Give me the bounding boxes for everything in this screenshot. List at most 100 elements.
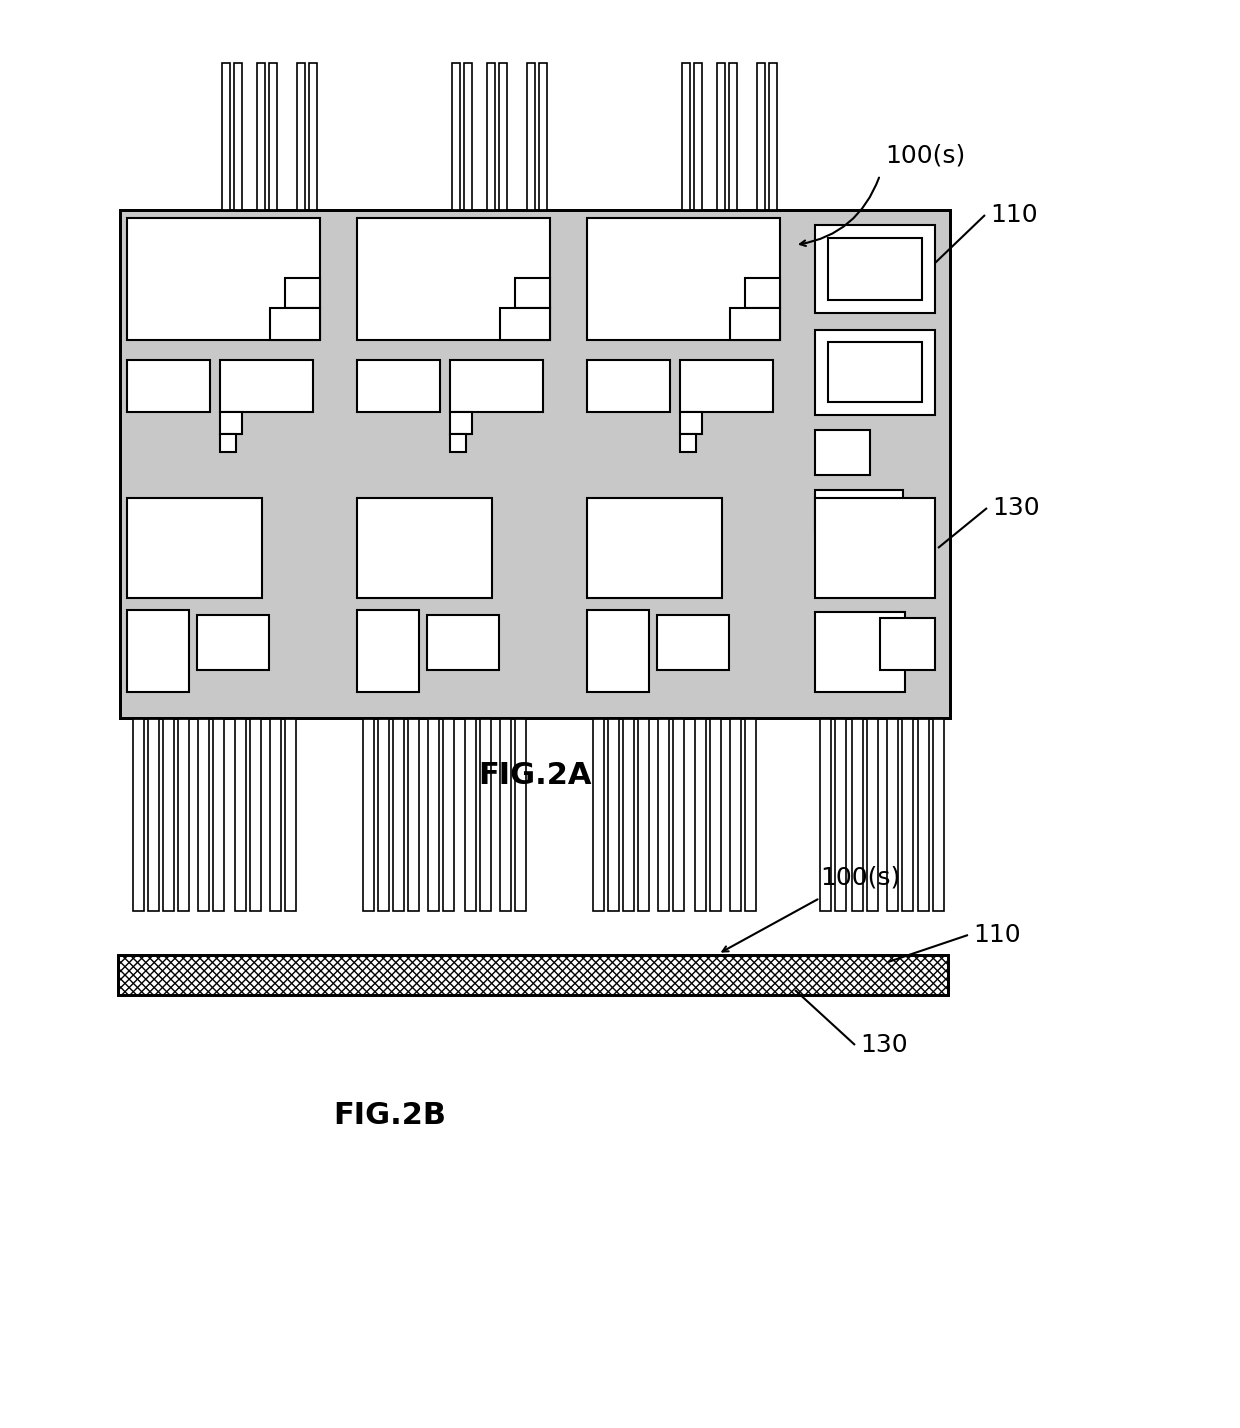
Bar <box>918 718 929 911</box>
Bar <box>852 718 863 911</box>
Text: 100(s): 100(s) <box>820 865 900 890</box>
Bar <box>487 63 495 211</box>
Bar <box>828 341 923 403</box>
Bar <box>480 718 491 911</box>
Bar <box>450 360 543 413</box>
Bar <box>680 413 702 434</box>
Bar <box>815 498 935 598</box>
Bar <box>901 718 913 911</box>
Bar <box>500 308 551 340</box>
Bar <box>587 610 649 693</box>
Bar <box>745 718 756 911</box>
Bar <box>515 278 551 308</box>
Bar <box>608 718 619 911</box>
Bar <box>357 498 492 598</box>
Bar <box>219 360 312 413</box>
Bar <box>694 718 706 911</box>
Bar <box>298 63 305 211</box>
Bar <box>148 718 159 911</box>
Bar <box>118 955 949 995</box>
Bar <box>680 434 696 453</box>
Bar <box>673 718 684 911</box>
Bar <box>729 63 737 211</box>
Bar <box>357 610 419 693</box>
Bar <box>680 360 773 413</box>
Bar <box>118 955 949 995</box>
Bar <box>730 718 742 911</box>
Bar <box>270 718 281 911</box>
Bar <box>257 63 265 211</box>
Bar <box>236 718 246 911</box>
Bar <box>587 218 780 340</box>
Bar <box>464 63 472 211</box>
Bar <box>126 218 320 340</box>
Bar <box>357 360 440 413</box>
Bar <box>880 618 935 670</box>
Bar <box>408 718 419 911</box>
Bar <box>587 360 670 413</box>
Bar <box>234 63 242 211</box>
Bar <box>222 63 229 211</box>
Bar <box>867 718 878 911</box>
Bar <box>453 63 460 211</box>
Bar <box>133 718 144 911</box>
Bar <box>393 718 404 911</box>
Bar <box>357 218 551 340</box>
Bar <box>887 718 898 911</box>
Bar <box>198 718 210 911</box>
Bar <box>769 63 777 211</box>
Bar <box>126 360 210 413</box>
Bar <box>815 430 870 476</box>
Bar <box>126 498 262 598</box>
Bar <box>711 718 720 911</box>
Bar <box>285 718 296 911</box>
Bar <box>593 718 604 911</box>
Text: 100(s): 100(s) <box>885 143 965 167</box>
Bar <box>658 718 670 911</box>
Bar <box>639 718 649 911</box>
Bar <box>932 718 944 911</box>
Bar <box>657 615 729 670</box>
Bar <box>835 718 846 911</box>
Bar <box>162 718 174 911</box>
Bar <box>120 210 950 718</box>
Bar <box>450 413 472 434</box>
Bar <box>515 718 526 911</box>
Bar <box>270 308 320 340</box>
Text: 110: 110 <box>990 203 1038 227</box>
Bar <box>443 718 454 911</box>
Text: 110: 110 <box>973 922 1021 947</box>
Bar <box>828 238 923 300</box>
Bar <box>285 278 320 308</box>
Bar <box>219 413 242 434</box>
Bar <box>363 718 374 911</box>
Bar <box>197 615 269 670</box>
Bar <box>428 718 439 911</box>
Bar <box>118 955 949 995</box>
Bar <box>815 490 903 533</box>
Bar <box>465 718 476 911</box>
Text: 130: 130 <box>992 496 1039 520</box>
Bar <box>694 63 702 211</box>
Bar <box>682 63 689 211</box>
Bar <box>269 63 277 211</box>
Bar <box>587 498 722 598</box>
Bar <box>309 63 317 211</box>
Text: FIG.2B: FIG.2B <box>334 1101 446 1130</box>
Bar <box>717 63 725 211</box>
Text: 130: 130 <box>861 1032 908 1057</box>
Bar <box>815 330 935 416</box>
Text: FIG.2A: FIG.2A <box>479 761 591 790</box>
Bar <box>820 718 831 911</box>
Bar <box>450 434 466 453</box>
Bar <box>745 278 780 308</box>
Bar <box>498 63 507 211</box>
Bar <box>539 63 547 211</box>
Bar <box>815 226 935 313</box>
Bar <box>219 434 236 453</box>
Bar <box>120 210 950 718</box>
Bar <box>756 63 765 211</box>
Bar <box>815 613 905 693</box>
Bar <box>427 615 498 670</box>
Bar <box>730 308 780 340</box>
